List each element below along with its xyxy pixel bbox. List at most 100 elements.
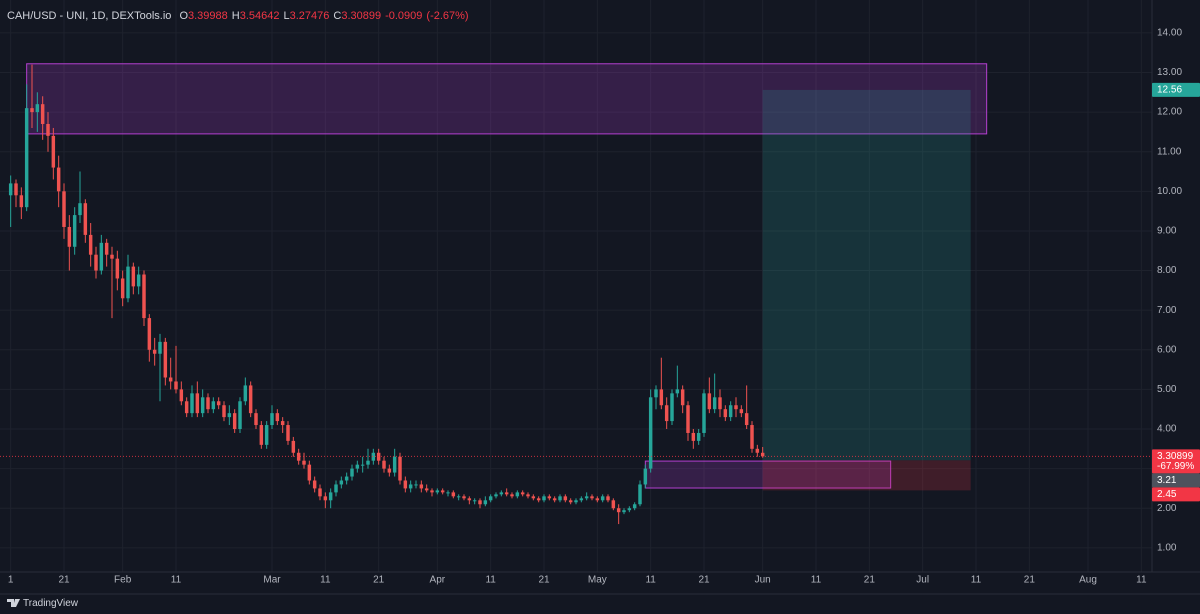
- brand-name: TradingView: [23, 598, 79, 609]
- change-value: -0.0909: [385, 10, 422, 22]
- candle-body: [56, 167, 61, 192]
- candles: [0, 64, 1152, 525]
- candle-body: [659, 389, 664, 406]
- candle-body: [307, 464, 312, 481]
- axes: 1.002.003.004.005.006.007.008.009.0010.0…: [0, 0, 1200, 595]
- candle-body: [403, 480, 408, 489]
- ohlc-key: C: [333, 10, 341, 22]
- candle-body: [259, 425, 264, 445]
- candle-body: [616, 508, 621, 513]
- y-tick-label: 6.00: [1157, 344, 1177, 355]
- candle-body: [115, 258, 120, 279]
- target-label: 12.56: [1157, 85, 1182, 96]
- candle-body: [483, 500, 488, 505]
- legend: CAH/USD - UNI, 1D, DEXTools.io O 3.39988 H…: [7, 10, 469, 22]
- candle-body: [254, 413, 258, 426]
- candle-body: [446, 492, 450, 494]
- candle-body: [142, 274, 146, 319]
- y-tick-label: 14.00: [1157, 28, 1182, 39]
- ohlc-value: 3.27476: [290, 10, 330, 22]
- candle-body: [499, 492, 504, 495]
- candle-body: [611, 500, 616, 509]
- candle-body: [392, 456, 397, 473]
- candle-body: [328, 492, 333, 501]
- candle-body: [126, 266, 130, 299]
- candle-body: [696, 432, 701, 441]
- candle-body: [67, 226, 72, 247]
- candle-body: [595, 498, 600, 501]
- x-tick-label: 11: [485, 575, 496, 586]
- zone: [644, 460, 892, 489]
- candle-body: [136, 274, 141, 287]
- candle-body: [734, 405, 738, 410]
- candle-body: [78, 203, 82, 216]
- y-tick-label: 13.00: [1157, 67, 1182, 78]
- candle-body: [760, 452, 765, 457]
- candle-body: [520, 492, 525, 495]
- candle-body: [62, 191, 66, 227]
- candle-body: [280, 421, 285, 426]
- candle-body: [739, 409, 744, 414]
- y-tick-label: 10.00: [1157, 186, 1182, 197]
- candle-body: [312, 480, 317, 489]
- brand-logo: [7, 599, 20, 607]
- y-tick-label: 11.00: [1157, 146, 1182, 157]
- candle-body: [648, 397, 653, 469]
- candle-body: [526, 494, 530, 497]
- grid: [0, 0, 1152, 572]
- candle-body: [552, 498, 557, 501]
- candle-body: [99, 242, 104, 271]
- x-tick-label: 21: [373, 575, 385, 586]
- candle-body: [574, 500, 578, 503]
- candle-body: [355, 464, 360, 469]
- candle-body: [531, 496, 536, 499]
- candle-body: [275, 413, 280, 422]
- candle-body: [19, 195, 24, 208]
- candle-body: [622, 510, 626, 513]
- candle-body: [456, 496, 461, 498]
- candle-body: [707, 393, 712, 410]
- candle-body: [467, 498, 472, 501]
- x-tick-label: Aug: [1079, 575, 1097, 586]
- x-tick-label: 21: [698, 575, 710, 586]
- candle-body: [40, 104, 45, 124]
- x-tick-label: 21: [58, 575, 70, 586]
- candle-body: [504, 492, 509, 495]
- candle-body: [744, 413, 749, 426]
- x-tick-label: Jul: [916, 575, 929, 586]
- candle-body: [536, 498, 541, 501]
- y-tick-label: 7.00: [1157, 305, 1177, 316]
- candle-body: [286, 425, 290, 441]
- x-tick-label: 21: [538, 575, 550, 586]
- x-tick-label: Feb: [114, 575, 132, 586]
- candle-body: [179, 389, 184, 402]
- candle-body: [451, 492, 456, 497]
- x-tick-label: 11: [645, 575, 656, 586]
- candle-body: [104, 242, 109, 255]
- candle-body: [163, 341, 168, 378]
- candle-body: [590, 496, 594, 499]
- entry-label-box: [1152, 473, 1200, 488]
- candle-body: [638, 484, 642, 505]
- candle-body: [558, 496, 562, 501]
- candle-body: [152, 349, 157, 354]
- brand: TradingView: [7, 598, 79, 609]
- x-tick-label: Mar: [263, 575, 281, 586]
- candle-body: [600, 496, 605, 501]
- candle-body: [632, 504, 637, 509]
- candle-body: [318, 488, 322, 497]
- candle-body: [158, 341, 162, 354]
- x-tick-label: 11: [1136, 575, 1147, 586]
- candle-body: [232, 413, 237, 429]
- candle-body: [382, 460, 386, 469]
- x-tick-label: 11: [171, 575, 182, 586]
- candle-body: [46, 123, 50, 136]
- candle-body: [547, 496, 552, 499]
- candle-body: [398, 456, 402, 481]
- candle-body: [83, 203, 88, 235]
- candle-body: [670, 393, 674, 422]
- candle-body: [718, 397, 722, 410]
- x-tick-label: Apr: [430, 575, 446, 586]
